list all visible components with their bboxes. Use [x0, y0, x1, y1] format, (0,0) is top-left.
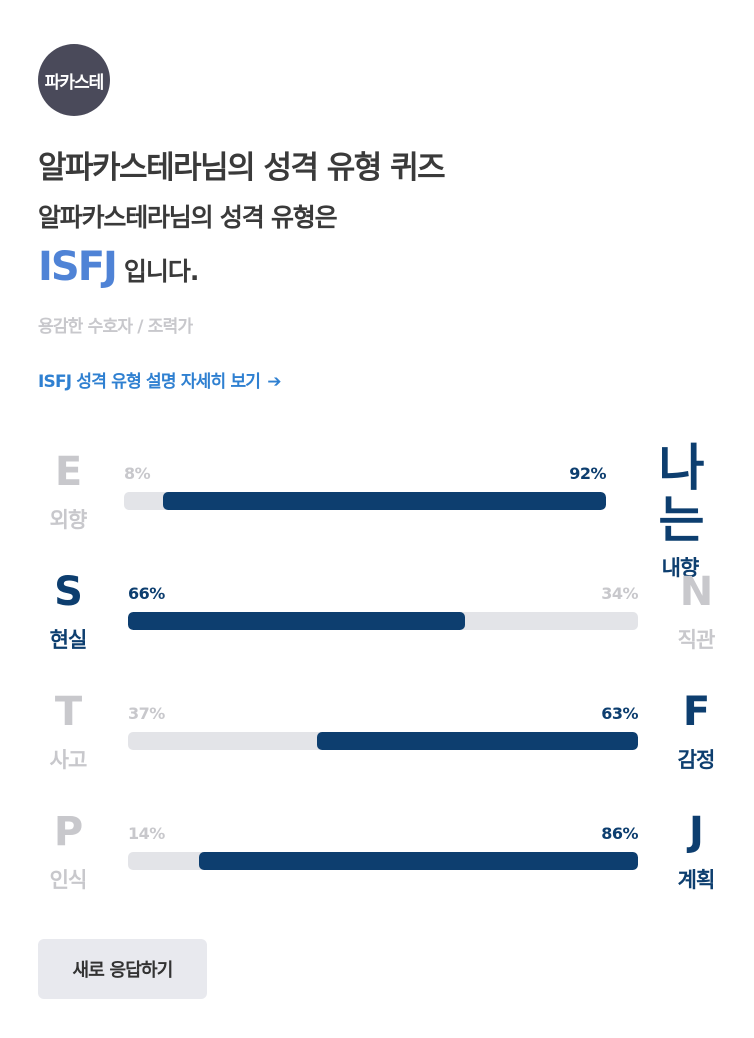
result-type: ISFJ — [38, 244, 118, 290]
trait-letter: P — [53, 809, 83, 855]
trait-bar-fill — [316, 732, 638, 750]
trait-letter: J — [689, 809, 704, 855]
trait-word: 감정 — [677, 748, 716, 772]
trait-bar-fill — [199, 852, 638, 870]
trait-bar — [124, 492, 606, 510]
trait-bar-fill — [162, 492, 606, 510]
trait-word: 외향 — [49, 508, 88, 532]
trait-word: 인식 — [49, 868, 88, 892]
trait-word: 계획 — [677, 868, 716, 892]
trait-letter: F — [682, 689, 710, 735]
reset-answers-button[interactable]: 새로 응답하기 — [38, 939, 207, 999]
trait-left-percent: 8% — [124, 464, 151, 483]
trait-letter: E — [54, 449, 82, 495]
trait-bar — [128, 732, 638, 750]
trait-right-3: J 계획 — [661, 812, 731, 894]
arrow-right-icon: ➔ — [267, 372, 281, 392]
trait-right-percent: 34% — [601, 584, 638, 603]
trait-letter: 나는 — [658, 439, 705, 549]
trait-left-percent: 37% — [128, 704, 165, 723]
trait-left-0: E 외향 — [33, 452, 103, 534]
trait-word: 직관 — [677, 628, 716, 652]
trait-left-1: S 현실 — [33, 572, 103, 654]
trait-word: 내향 — [661, 556, 700, 580]
type-detail-link[interactable]: ISFJ 성격 유형 설명 자세히 보기 ➔ — [38, 367, 282, 392]
trait-right-2: F 감정 — [661, 692, 731, 774]
type-nickname: 용감한 수호자 / 조력가 — [38, 317, 193, 337]
trait-letter: T — [54, 689, 82, 735]
trait-bar — [128, 852, 638, 870]
trait-letter: S — [54, 569, 83, 615]
trait-left-percent: 14% — [128, 824, 165, 843]
trait-letter: N — [679, 569, 713, 615]
result-line: ISFJ 입니다. — [38, 244, 199, 290]
trait-right-percent: 86% — [601, 824, 638, 843]
avatar: 파카스테 — [38, 44, 110, 116]
trait-bar — [128, 612, 638, 630]
trait-left-3: P 인식 — [33, 812, 103, 894]
trait-right-1: N 직관 — [661, 572, 731, 654]
result-suffix: 입니다. — [123, 257, 199, 286]
trait-word: 사고 — [49, 748, 88, 772]
trait-left-percent: 66% — [128, 584, 165, 603]
trait-right-percent: 63% — [601, 704, 638, 723]
trait-word: 현실 — [49, 628, 88, 652]
trait-left-2: T 사고 — [33, 692, 103, 774]
page-title: 알파카스테라님의 성격 유형 퀴즈 — [38, 150, 446, 186]
trait-bar-fill — [128, 612, 465, 630]
type-detail-link-label: ISFJ 성격 유형 설명 자세히 보기 — [38, 372, 261, 392]
avatar-text: 파카스테 — [44, 72, 105, 93]
trait-right-percent: 92% — [569, 464, 606, 483]
result-intro: 알파카스테라님의 성격 유형은 — [38, 203, 338, 232]
